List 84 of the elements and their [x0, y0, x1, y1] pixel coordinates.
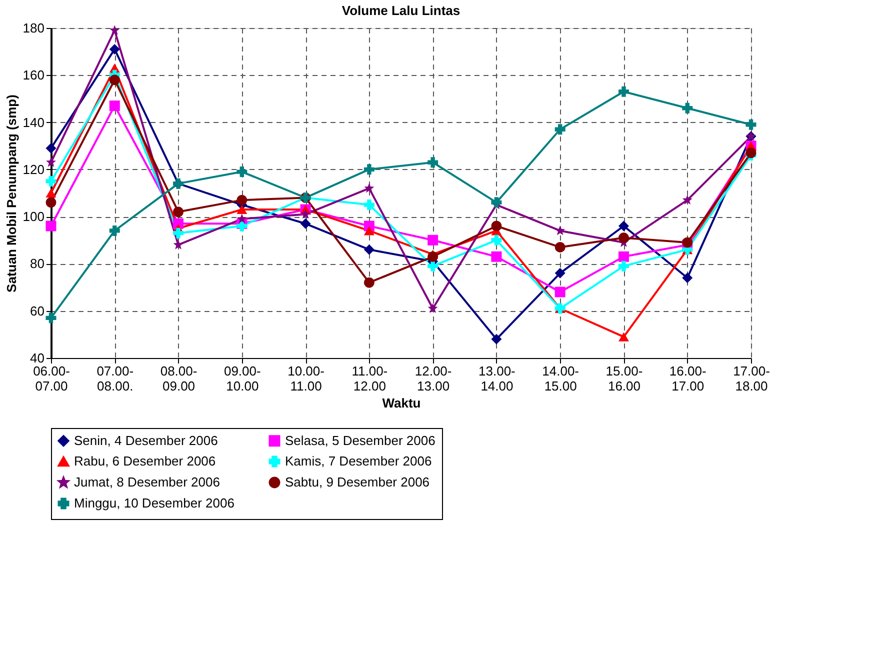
point — [236, 214, 247, 224]
y-tick-label: 180 — [22, 20, 44, 36]
point — [300, 218, 311, 229]
point — [364, 277, 374, 288]
point — [746, 119, 756, 130]
legend-label: Jumat, 8 Desember 2006 — [74, 474, 220, 490]
point — [109, 74, 120, 86]
x-tick-label: 06.00-07.00 — [33, 364, 70, 394]
point — [364, 226, 374, 236]
y-axis-title: Satuan Mobil Penumpang (smp) — [4, 94, 19, 292]
point — [364, 183, 374, 193]
point — [46, 312, 56, 324]
x-tick-label: 10.00-11.00 — [288, 364, 324, 394]
point — [618, 251, 629, 262]
point — [618, 260, 629, 272]
legend-label: Rabu, 6 Desember 2006 — [74, 454, 216, 468]
point — [682, 194, 692, 205]
point — [300, 208, 311, 219]
point — [173, 206, 184, 218]
x-tick-label: 13.00-14.00 — [478, 364, 516, 394]
y-tick-label: 80 — [30, 256, 44, 272]
point — [491, 234, 502, 246]
legend-label: Sabtu, 9 Desember 2006 — [285, 474, 430, 490]
point — [109, 44, 120, 54]
point — [618, 332, 629, 342]
point — [491, 251, 502, 262]
point — [746, 148, 756, 158]
point — [46, 197, 56, 208]
y-tick-label: 60 — [30, 303, 44, 318]
x-tick-label: 09.00-10.00 — [224, 364, 261, 394]
point — [618, 220, 629, 232]
point — [110, 25, 120, 35]
point — [364, 164, 374, 175]
legend-label: Senin, 4 Desember 2006 — [74, 432, 218, 448]
legend-label: Selasa, 5 Desember 2006 — [285, 432, 436, 448]
point — [173, 240, 184, 250]
point — [109, 225, 120, 236]
point — [554, 124, 566, 135]
point — [236, 194, 248, 206]
point — [491, 334, 502, 344]
point — [364, 244, 374, 255]
point — [428, 157, 438, 168]
point — [554, 242, 566, 252]
point — [46, 157, 56, 167]
point — [428, 260, 438, 272]
chart-title: Volume Lalu Lintas — [342, 3, 460, 18]
x-tick-label: 08.00-09.00 — [160, 364, 198, 394]
point — [682, 102, 693, 114]
y-tick-label: 160 — [22, 68, 44, 83]
point — [682, 272, 693, 284]
y-tick-label: 40 — [30, 350, 44, 366]
point — [428, 234, 438, 246]
legend-label: Kamis, 7 Desember 2006 — [285, 454, 432, 468]
y-tick-label: 120 — [22, 162, 44, 177]
point — [428, 303, 438, 313]
point — [236, 166, 248, 178]
legend-label: Minggu, 10 Desember 2006 — [74, 496, 234, 510]
point — [491, 197, 502, 208]
point — [682, 237, 693, 248]
point — [46, 220, 56, 232]
point — [173, 228, 184, 238]
point — [46, 142, 56, 154]
point — [618, 232, 629, 244]
y-tick-label: 140 — [22, 114, 44, 130]
point — [364, 200, 374, 210]
x-tick-label: 07.00-08.00. — [96, 364, 134, 394]
point — [46, 176, 56, 186]
point — [491, 220, 502, 232]
point — [428, 251, 438, 262]
x-axis-title: Waktu — [382, 396, 421, 410]
point — [554, 268, 566, 278]
point — [618, 86, 629, 97]
point — [236, 204, 248, 214]
point — [554, 286, 566, 298]
x-tick-label: 14.00-15.00 — [542, 364, 580, 394]
y-tick-label: 100 — [22, 209, 44, 224]
point — [109, 100, 120, 112]
point — [46, 188, 56, 198]
x-tick-label: 11.00-12.00 — [352, 364, 388, 394]
x-tick-label: 16.00-17.00 — [669, 364, 706, 394]
x-tick-label: 15.00-16.00 — [606, 364, 643, 394]
x-tick-label: 17.00-18.00 — [733, 364, 770, 394]
point — [555, 225, 566, 236]
x-tick-label: 12.00-13.00 — [414, 364, 452, 394]
